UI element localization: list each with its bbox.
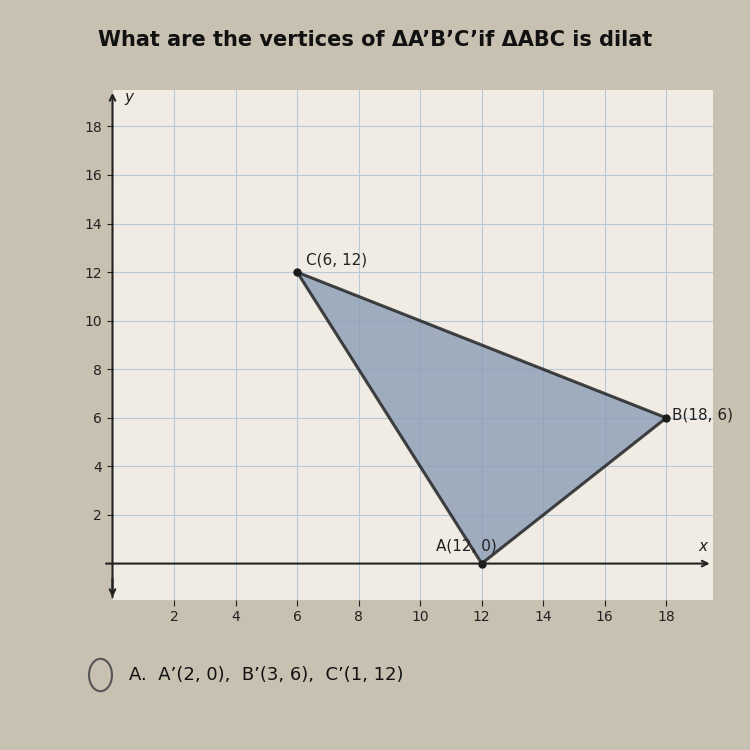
Text: A(12, 0): A(12, 0) <box>436 538 496 554</box>
Text: y: y <box>124 90 134 105</box>
Text: A.  A’(2, 0),  B’(3, 6),  C’(1, 12): A. A’(2, 0), B’(3, 6), C’(1, 12) <box>129 666 404 684</box>
Text: B(18, 6): B(18, 6) <box>673 408 734 423</box>
Text: x: x <box>699 538 708 554</box>
Polygon shape <box>297 272 666 563</box>
Text: C(6, 12): C(6, 12) <box>306 252 368 267</box>
Text: What are the vertices of ΔA’B’C’if ΔABC is dilat: What are the vertices of ΔA’B’C’if ΔABC … <box>98 30 652 50</box>
